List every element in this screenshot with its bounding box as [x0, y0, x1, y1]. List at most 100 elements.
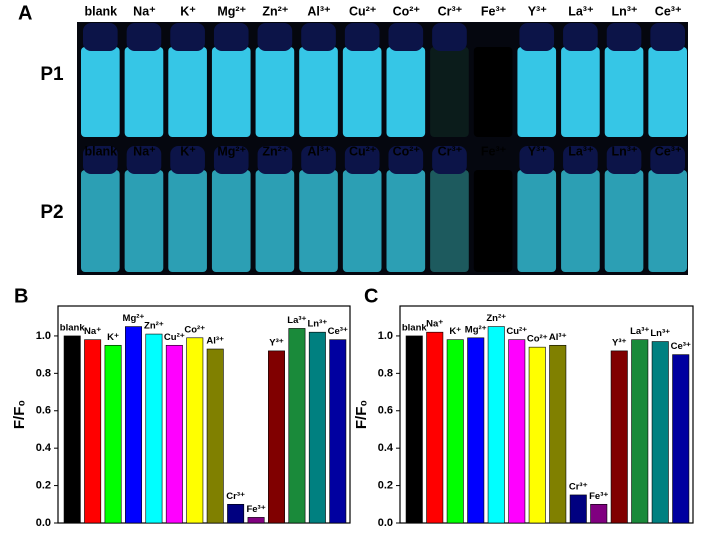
- ion-label: Mg²⁺: [217, 4, 246, 18]
- row-label: P1: [40, 64, 64, 85]
- vial-cap: [606, 23, 642, 51]
- vial-cap: [301, 146, 336, 174]
- bar: [426, 331, 444, 524]
- bar: [227, 503, 245, 524]
- bar-label: Y³⁺: [269, 337, 284, 348]
- vial-body: [299, 47, 338, 137]
- bar-label: Fe³⁺: [246, 504, 265, 515]
- bar: [288, 328, 306, 524]
- vial-cap: [213, 146, 249, 174]
- bar: [590, 503, 608, 524]
- ion-label: La³⁺: [568, 4, 594, 18]
- ion-label: K⁺: [180, 4, 196, 18]
- vial-cap: [126, 146, 162, 174]
- vial-cap: [344, 146, 380, 174]
- bar: [206, 348, 224, 524]
- vial-body: [561, 170, 600, 272]
- vial-body: [604, 170, 644, 272]
- ion-label: Cu²⁺: [349, 4, 377, 18]
- bar: [125, 326, 142, 524]
- bar: [84, 339, 102, 524]
- bar-label: Na⁺: [426, 319, 443, 330]
- vial-body: [648, 170, 687, 272]
- y-tick-label: 1.0: [378, 330, 393, 342]
- vial-cap: [257, 146, 293, 174]
- vial-cap: [301, 23, 336, 51]
- axes-frame: [57, 305, 351, 524]
- bar: [487, 326, 505, 524]
- bar-label: Fe³⁺: [589, 491, 608, 502]
- ion-label: Co²⁺: [393, 144, 421, 158]
- vial-cap: [257, 23, 293, 51]
- ion-label: Y³⁺: [528, 144, 548, 158]
- bar-label: Co²⁺: [527, 334, 548, 345]
- bar: [631, 339, 649, 524]
- bar: [672, 354, 690, 524]
- vial-body: [386, 170, 426, 272]
- vial-body: [211, 47, 251, 137]
- bar: [308, 331, 326, 524]
- panel-label: C: [364, 285, 378, 307]
- ion-label: Ce³⁺: [655, 144, 682, 158]
- bar-label: Zn²⁺: [144, 321, 164, 332]
- bar-label: Co²⁺: [184, 324, 205, 335]
- row-label: P2: [40, 202, 63, 223]
- bar: [528, 346, 546, 524]
- vial-body: [473, 47, 513, 137]
- bar-label: Y³⁺: [612, 337, 627, 348]
- vial-cap: [213, 23, 249, 51]
- ion-label: Cr³⁺: [438, 4, 463, 18]
- ion-label: Mg²⁺: [217, 144, 246, 158]
- y-tick-label: 0.8: [36, 367, 51, 379]
- bar-label: Mg²⁺: [123, 313, 145, 324]
- vial-cap: [83, 23, 118, 51]
- vial-cap: [170, 23, 205, 51]
- bar: [446, 339, 464, 524]
- ion-label: Na⁺: [133, 4, 156, 18]
- panel-label: A: [18, 2, 32, 24]
- vial-body: [168, 47, 207, 137]
- y-tick-label: 0.0: [36, 517, 51, 529]
- ion-label: K⁺: [180, 144, 196, 158]
- vial-body: [124, 47, 164, 137]
- bar-label: La³⁺: [630, 326, 649, 337]
- vial-cap: [170, 146, 205, 174]
- ion-label: Cu²⁺: [349, 144, 377, 158]
- ion-label: Ln³⁺: [612, 144, 638, 158]
- bar-label: Cu²⁺: [506, 326, 527, 337]
- y-tick-label: 0.2: [36, 479, 51, 491]
- vial-cap: [388, 146, 424, 174]
- ion-label: Zn²⁺: [262, 4, 288, 18]
- ion-label: Cr³⁺: [438, 144, 463, 158]
- vial-body: [386, 47, 426, 137]
- bar-label: blank: [60, 322, 86, 333]
- bar-label: Ln³⁺: [650, 328, 670, 339]
- y-tick-label: 0.6: [36, 405, 51, 417]
- vial-body: [604, 47, 644, 137]
- vial-body: [168, 170, 207, 272]
- vial-cap: [432, 146, 467, 174]
- vial-cap: [606, 146, 642, 174]
- ion-label: La³⁺: [568, 144, 594, 158]
- vial-body: [299, 170, 338, 272]
- bar-label: Zn²⁺: [486, 313, 506, 324]
- bar-label: Ce³⁺: [328, 326, 348, 337]
- bar: [63, 335, 81, 524]
- vial-body: [81, 47, 120, 137]
- vial-body: [342, 170, 382, 272]
- ion-label: Fe³⁺: [481, 144, 507, 158]
- vial-cap: [432, 23, 467, 51]
- bar: [569, 494, 587, 524]
- ion-label: Y³⁺: [528, 4, 548, 18]
- ion-label: Fe³⁺: [481, 4, 507, 18]
- ion-label: Co²⁺: [393, 4, 421, 18]
- bar: [549, 344, 567, 524]
- bar: [467, 337, 485, 524]
- bar-label: Ln³⁺: [307, 319, 327, 330]
- panel-label: B: [14, 285, 28, 307]
- y-tick-label: 0.4: [378, 442, 394, 454]
- vial-body: [430, 47, 469, 137]
- ion-label: Na⁺: [133, 144, 156, 158]
- y-axis-title: F/F₀: [11, 400, 28, 429]
